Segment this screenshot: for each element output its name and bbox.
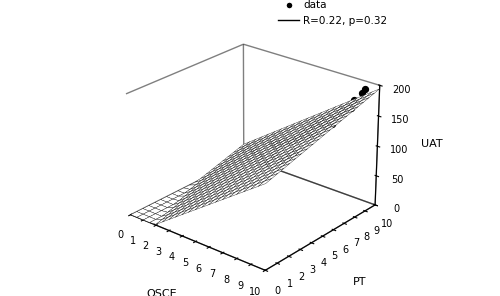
Legend: data, R=0.22, p=0.32: data, R=0.22, p=0.32 (278, 0, 388, 26)
Y-axis label: PT: PT (352, 277, 366, 287)
X-axis label: OSCE: OSCE (146, 289, 177, 296)
